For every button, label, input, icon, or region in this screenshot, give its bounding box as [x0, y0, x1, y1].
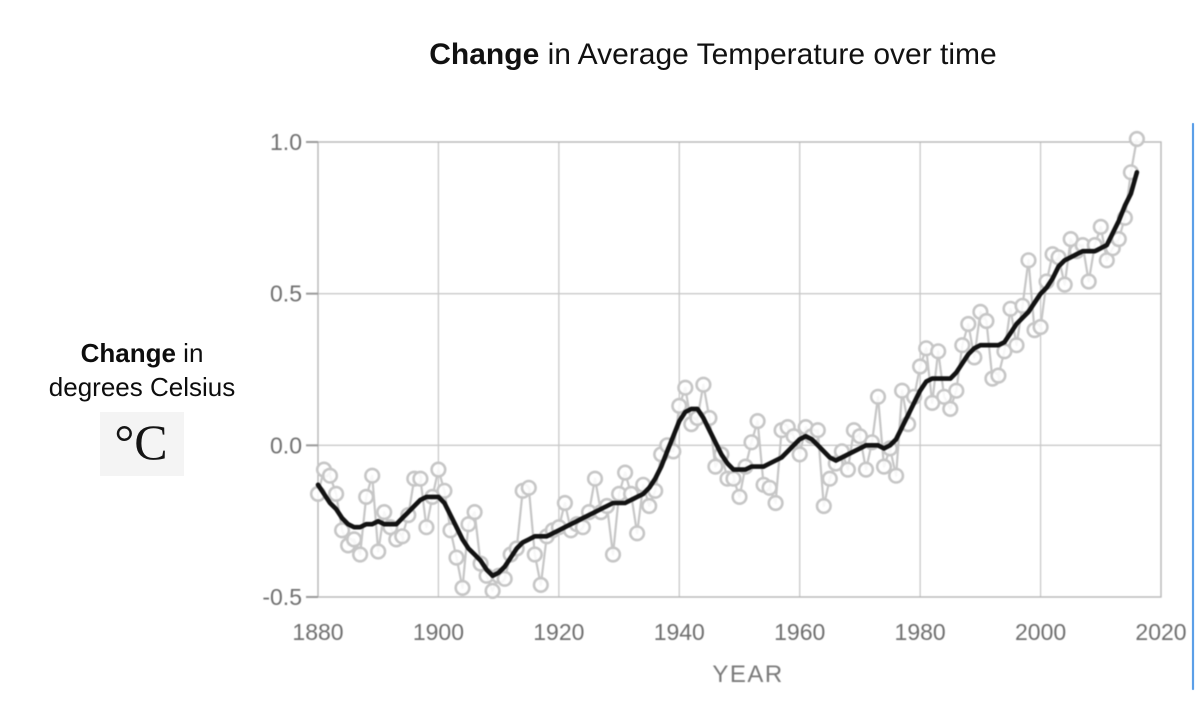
- annual-point: [520, 479, 537, 496]
- y-tick-label: 0.5: [270, 281, 302, 307]
- annual-point: [358, 488, 375, 506]
- annual-point: [616, 464, 634, 481]
- x-tick-label: 2020: [1135, 619, 1186, 645]
- annual-point: [839, 461, 857, 478]
- celsius-unit-badge: °C: [100, 412, 184, 476]
- page-title: Change in Average Temperature over time: [313, 38, 1113, 72]
- annual-point: [960, 315, 977, 333]
- y-axis-label-line2: degrees Celsius: [48, 372, 236, 402]
- annual-point: [628, 525, 646, 542]
- blue-vertical-rule: [1192, 123, 1194, 690]
- annual-point: [948, 382, 965, 399]
- annual-point: [930, 343, 947, 360]
- annual-point: [430, 461, 447, 478]
- annual-point: [978, 312, 995, 330]
- y-axis-label-line1-bold: Change: [80, 338, 176, 368]
- annual-point: [809, 422, 826, 439]
- y-tick-label: 1.0: [270, 129, 302, 155]
- annual-point: [1128, 130, 1145, 148]
- annual-point: [334, 522, 351, 539]
- annual-point: [671, 397, 688, 415]
- annual-point: [526, 546, 543, 563]
- annual-point: [1056, 276, 1073, 293]
- y-tick-label: 0.0: [270, 432, 302, 458]
- x-tick-label: 1940: [654, 619, 705, 645]
- annual-point: [532, 576, 549, 594]
- annual-point: [556, 494, 574, 512]
- annual-point: [586, 470, 604, 487]
- annual-point: [857, 461, 875, 478]
- annual-point: [1032, 318, 1049, 336]
- page-title-rest: in Average Temperature over time: [539, 38, 997, 71]
- annual-point: [743, 434, 760, 451]
- annual-point: [412, 470, 429, 487]
- annual-point: [990, 367, 1007, 384]
- annual-point: [887, 467, 905, 484]
- annual-point: [436, 482, 453, 499]
- plot-border: [317, 141, 1162, 598]
- annual-point: [448, 549, 465, 566]
- x-tick-label: 1900: [413, 619, 464, 645]
- y-axis-label: Change in degrees Celsius °C: [16, 336, 268, 476]
- annual-point: [352, 546, 369, 563]
- annual-point: [466, 503, 483, 521]
- annual-point: [767, 494, 784, 512]
- annual-point: [1080, 273, 1097, 290]
- annual-point: [954, 337, 971, 354]
- annual-point: [911, 358, 929, 375]
- annual-series-line: [316, 138, 1138, 593]
- annual-point: [695, 376, 712, 393]
- annual-point: [418, 519, 435, 536]
- annual-point: [942, 400, 959, 418]
- annual-point: [749, 413, 766, 430]
- annual-point: [376, 503, 393, 521]
- x-tick-label: 1960: [774, 619, 825, 645]
- annual-point: [328, 485, 345, 503]
- annual-point: [454, 579, 471, 597]
- x-tick-label: 1880: [292, 619, 343, 645]
- annual-point: [496, 570, 513, 587]
- annual-point: [677, 379, 694, 396]
- annual-point: [364, 467, 381, 484]
- annual-point: [1014, 297, 1031, 314]
- annual-point: [761, 479, 778, 496]
- x-tick-label: 1920: [533, 619, 584, 645]
- x-tick-label: 2000: [1015, 619, 1066, 645]
- annual-point: [321, 467, 339, 484]
- x-tick-label: 1980: [895, 619, 946, 645]
- annual-point: [346, 531, 363, 548]
- annual-point: [875, 458, 893, 475]
- annual-point: [1008, 337, 1025, 354]
- annual-point: [604, 546, 622, 563]
- annual-point: [815, 497, 832, 515]
- annual-point: [641, 497, 658, 515]
- annual-point: [869, 388, 887, 405]
- y-axis-label-line1: Change in: [80, 338, 204, 368]
- annual-point: [370, 543, 387, 560]
- annual-point: [1092, 218, 1109, 235]
- x-axis-title: YEAR: [712, 661, 783, 688]
- page-title-bold: Change: [429, 38, 540, 71]
- annual-point: [731, 488, 748, 506]
- annual-point: [821, 470, 838, 487]
- annual-point: [1020, 252, 1037, 269]
- trend-line: [315, 170, 1140, 579]
- annual-point: [791, 446, 808, 463]
- annual-point: [484, 582, 501, 600]
- annual-point: [725, 470, 742, 487]
- y-tick-label: -0.5: [262, 584, 302, 610]
- annual-point: [394, 528, 411, 545]
